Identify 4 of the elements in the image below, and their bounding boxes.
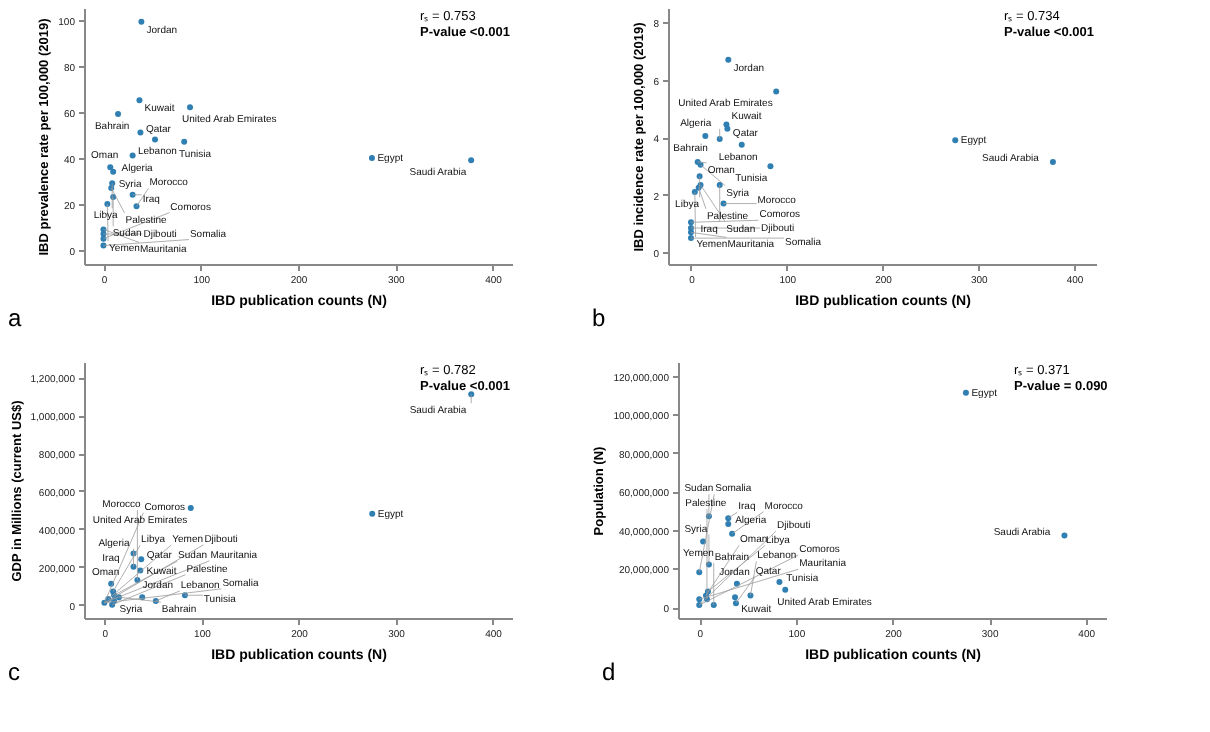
text: b [592, 304, 606, 332]
text: c [8, 658, 20, 686]
text: a [8, 304, 22, 332]
text: d [602, 658, 616, 686]
